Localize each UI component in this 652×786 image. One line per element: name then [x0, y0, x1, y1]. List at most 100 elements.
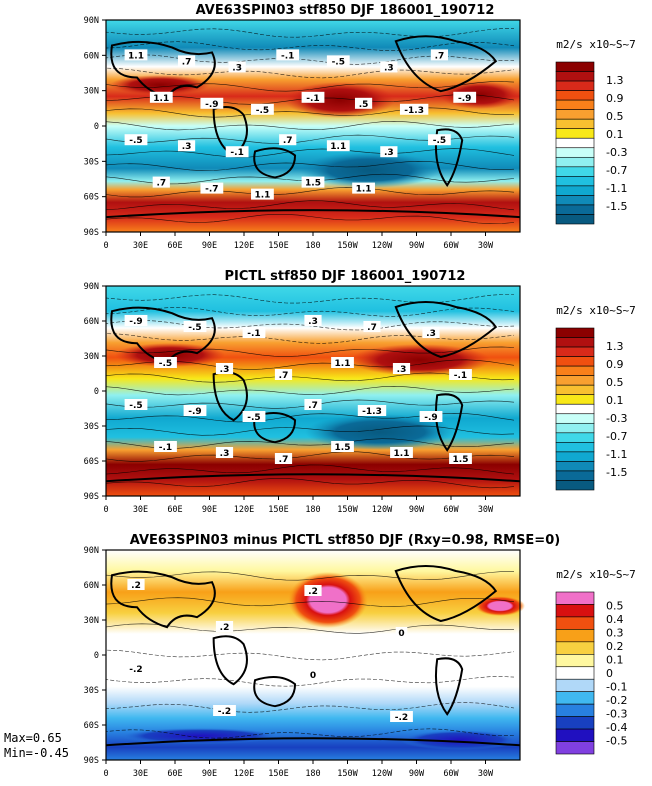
contour-label-box — [149, 91, 173, 103]
contour-line — [105, 478, 515, 489]
contour-label-box — [380, 146, 398, 158]
contour-label-box — [449, 369, 472, 380]
coastline — [253, 147, 297, 179]
lon-tick-label: 60W — [443, 769, 459, 779]
contour-label: -.5 — [129, 401, 142, 411]
colorbar-swatch — [555, 691, 595, 705]
lon-tick-label: 180 — [305, 241, 320, 251]
lat-tick-label: 30N — [84, 87, 99, 97]
contour-line — [105, 372, 515, 383]
colorbar-swatch — [555, 442, 595, 453]
contour-label-box — [274, 453, 293, 464]
contour-label: .2 — [308, 587, 318, 597]
contour-label-box — [215, 363, 234, 374]
contour-label-box — [301, 91, 325, 103]
contour-label-box — [152, 176, 170, 188]
coastline — [110, 40, 216, 99]
lon-tick-label: 0 — [103, 769, 108, 779]
contour-label: -1.3 — [362, 407, 382, 417]
contour-label-box — [331, 357, 354, 368]
lat-tick-label: 90S — [84, 756, 99, 766]
contour-label-box — [251, 188, 274, 200]
contour-line — [105, 320, 515, 331]
contour-line — [105, 41, 515, 51]
lon-tick-label: 0 — [103, 505, 108, 515]
colorbar-label: -0.3 — [606, 146, 627, 159]
contour-label-box — [242, 327, 266, 338]
lon-tick-label: 150E — [268, 241, 288, 251]
lat-tick-label: 60N — [84, 51, 99, 61]
colorbar-swatch — [555, 80, 595, 91]
contour-label-box — [177, 55, 196, 67]
colorbar-swatch — [555, 195, 595, 206]
lat-tick-label: 60S — [84, 457, 99, 467]
colorbar-label: -0.3 — [606, 708, 627, 721]
colorbar-swatch — [555, 394, 595, 405]
colorbar-label: 0.5 — [606, 600, 624, 613]
contour-label: 1.1 — [330, 142, 346, 152]
contour-line — [105, 676, 515, 687]
coastline — [212, 106, 248, 157]
contour-label-box — [380, 61, 398, 73]
contour-label: -.2 — [218, 707, 231, 717]
colorbar-swatch — [555, 403, 595, 415]
lat-tick-label: 90S — [84, 228, 99, 238]
contour-label-box — [228, 61, 246, 73]
colorbar-swatch — [555, 703, 595, 717]
colorbar-swatch — [555, 214, 595, 225]
contour-line — [105, 425, 515, 436]
field-feature — [120, 728, 280, 744]
colorbar-label: -1.1 — [606, 448, 627, 461]
contour-label: .7 — [156, 179, 166, 189]
contour-line — [105, 385, 515, 396]
contour-label: -.2 — [395, 713, 408, 723]
colorbar-label: -0.1 — [606, 681, 627, 694]
contour-line — [105, 120, 515, 131]
contour-line — [105, 54, 515, 65]
coastline — [434, 128, 464, 187]
lon-tick-label: 30E — [133, 241, 148, 251]
colorbar-label: -0.2 — [606, 694, 627, 707]
contour-label-box — [124, 49, 148, 61]
contour-label-box — [357, 405, 387, 416]
contour-label: .3 — [220, 449, 230, 459]
contour-label-box — [419, 411, 443, 422]
colorbar-label: 0.3 — [606, 627, 624, 640]
contour-label: -1.3 — [404, 106, 424, 116]
colorbar-swatch — [555, 337, 595, 348]
lon-tick-label: 30W — [478, 241, 494, 251]
panel-title: AVE63SPIN03 minus PICTL stf850 DJF (Rxy=… — [130, 533, 560, 548]
colorbar-swatch — [555, 137, 595, 149]
colorbar-swatch — [555, 422, 595, 434]
contour-label: -.7 — [205, 185, 218, 195]
contour-label: 1.5 — [335, 443, 351, 453]
lat-tick-label: 30N — [84, 352, 99, 362]
contour-label: -.2 — [129, 665, 142, 675]
lon-tick-label: 30W — [478, 505, 494, 515]
colorbar-label: 1.3 — [606, 340, 624, 353]
lon-tick-label: 150W — [337, 241, 358, 251]
lat-tick-label: 90S — [84, 492, 99, 502]
colorbar-label: 0.1 — [606, 394, 624, 407]
contour-label: -.9 — [129, 317, 142, 327]
contour-label: -.1 — [247, 329, 260, 339]
colorbar-swatch — [555, 728, 595, 742]
colorbar-label: 0.1 — [606, 128, 624, 141]
lon-tick-label: 60E — [167, 241, 182, 251]
contour-label: -.5 — [247, 413, 260, 423]
lat-tick-label: 60N — [84, 317, 99, 327]
contour-label-box — [430, 49, 449, 61]
contour-label-box — [124, 315, 148, 326]
colorbar-swatch — [555, 204, 595, 215]
contour-label: .3 — [308, 317, 318, 327]
lat-tick-label: 90N — [84, 16, 99, 26]
colorbar-units: m2/s x10~S~7 — [556, 304, 635, 317]
contour-label-box — [399, 103, 429, 115]
contour-label: 1.1 — [335, 359, 351, 369]
contour-label: -.1 — [159, 443, 172, 453]
contour-line — [105, 200, 515, 211]
panel-3: AVE63SPIN03 minus PICTL stf850 DJF (Rxy=… — [4, 533, 636, 779]
contour-label-box — [127, 579, 145, 590]
lon-tick-label: 90W — [409, 505, 425, 515]
